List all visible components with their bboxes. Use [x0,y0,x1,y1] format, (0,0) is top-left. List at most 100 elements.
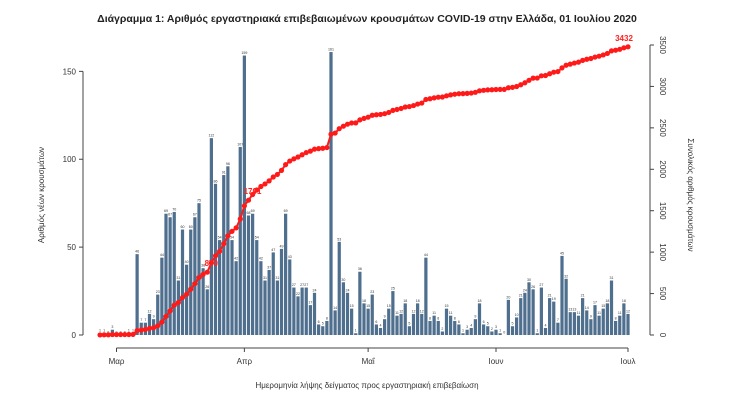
cumulative-point [596,53,602,59]
bar-label: 3 [111,325,113,329]
x-tick-label: Ιουν [488,357,503,366]
bar-label: 12 [626,309,630,313]
bar-label: 11 [618,311,622,315]
bar-label: 20 [506,295,510,299]
bar-label: 9 [384,315,386,319]
cumulative-point [481,87,487,93]
bar [411,313,416,335]
bar-label: 15 [350,304,354,308]
bar [366,308,370,335]
cumulative-point [542,72,549,79]
bar [383,319,387,335]
bar-label: 9 [590,315,592,319]
cumulative-point [320,145,326,151]
cumulative-point [617,46,623,52]
x-axis-label: Ημερομηνία λήψης δείγματος προς εργαστηρ… [255,381,478,390]
cumulative-point [600,52,606,58]
cumulative-point [592,54,598,60]
cumulative-point [505,85,511,91]
cumulative-point [167,308,173,314]
bar [189,229,193,335]
cumulative-point [274,171,280,178]
cumulative-point [179,294,186,301]
bar-label: 30 [527,278,531,282]
bar-label: 47 [271,248,275,252]
bar [387,308,391,335]
bar-label: 6 [318,320,320,324]
cumulative-point [159,319,165,325]
bar [209,138,213,335]
bar [601,308,605,335]
bar-label: 12 [399,309,403,313]
cumulative-point [555,68,561,75]
bar [444,308,449,335]
bar-label: 21 [519,294,523,298]
cumulative-point [580,57,586,64]
cumulative-point [357,117,363,123]
bar [543,327,548,335]
bar-label: 8 [326,316,328,320]
bar-label: 18 [622,299,626,303]
bar-label: 1 [103,329,105,333]
cumulative-point [299,152,305,158]
cumulative-point [361,115,367,122]
cumulative-point [97,332,103,338]
bar-label: 96 [226,162,230,166]
cumulative-point [204,269,210,275]
bar [147,313,152,335]
bar [374,324,378,335]
bar [469,327,473,335]
bar [234,261,238,335]
bar [160,257,164,335]
bar-label: 37 [267,265,271,269]
cumulative-point [118,331,124,338]
bar-label: 69 [284,209,288,213]
cumulative-point [390,107,396,113]
bar [490,331,494,335]
bar [251,213,255,335]
bar-label: 14 [333,306,337,310]
cumulative-point [283,162,289,168]
bar [626,313,630,335]
bar-label: 26 [531,285,535,289]
cumulative-point [138,327,144,333]
bar [428,320,432,335]
cumulative-point [155,323,161,329]
bar-label: 46 [135,250,139,254]
y-right-tick-label: 2000 [658,160,667,178]
cumulative-point [134,328,140,334]
cumulative-point [225,233,231,239]
y-right-tick-label: 500 [658,287,667,301]
cumulative-point [613,47,619,53]
bar [230,240,234,335]
cumulative-point [270,174,276,180]
bar-label: 1 [99,329,101,333]
bar [622,303,626,335]
bar-label: 12 [148,309,152,313]
bar [156,294,160,335]
bar [581,298,585,335]
cumulative-point [423,96,429,103]
cumulative-point [382,111,388,117]
bar [403,303,407,335]
bar [539,287,543,335]
cumulative-point [551,69,557,75]
bar [564,278,568,335]
bar-label: 112 [209,134,215,138]
cumulative-point [584,56,590,62]
bar-label: 10 [515,313,519,317]
bar-label: 1 [355,329,357,333]
bar [246,215,251,335]
cumulative-point [278,167,285,173]
bar [172,211,176,335]
cumulative-point [476,88,483,94]
bar [457,324,461,335]
cumulative-point [509,84,516,90]
bar-label: 43 [288,255,292,259]
y-axis-left-label: Αριθμός νέων κρουσμάτων [37,147,46,243]
cumulative-point [625,44,631,50]
bar [498,333,502,335]
cumulative-point [340,123,346,129]
bar-label: 75 [197,199,201,203]
bar-label: 11 [597,311,601,315]
